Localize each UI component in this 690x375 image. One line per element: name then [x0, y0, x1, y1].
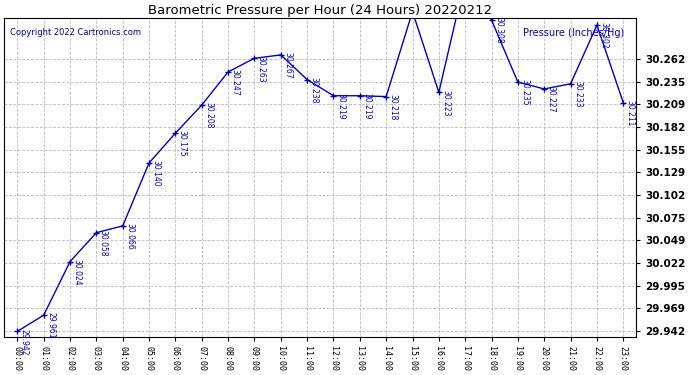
Text: 30.140: 30.140 — [152, 160, 161, 187]
Text: 30.302: 30.302 — [600, 22, 609, 49]
Text: 30.208: 30.208 — [204, 102, 213, 129]
Text: 30.223: 30.223 — [442, 90, 451, 116]
Text: 30.318: 30.318 — [0, 374, 1, 375]
Text: 30.218: 30.218 — [388, 94, 397, 120]
Text: Copyright 2022 Cartronics.com: Copyright 2022 Cartronics.com — [10, 28, 141, 37]
Title: Barometric Pressure per Hour (24 Hours) 20220212: Barometric Pressure per Hour (24 Hours) … — [148, 4, 493, 17]
Text: 30.263: 30.263 — [257, 56, 266, 82]
Text: 30.175: 30.175 — [178, 130, 187, 157]
Text: 30.066: 30.066 — [125, 223, 134, 250]
Text: 30.247: 30.247 — [230, 69, 239, 96]
Text: 30.219: 30.219 — [362, 93, 371, 120]
Text: 30.356: 30.356 — [0, 374, 1, 375]
Text: 30.267: 30.267 — [283, 52, 293, 79]
Text: 30.235: 30.235 — [520, 80, 529, 106]
Text: 29.961: 29.961 — [46, 312, 55, 339]
Text: 30.238: 30.238 — [310, 77, 319, 103]
Text: 30.024: 30.024 — [72, 259, 81, 285]
Text: 30.233: 30.233 — [573, 81, 582, 108]
Text: 30.308: 30.308 — [494, 17, 503, 44]
Text: 30.211: 30.211 — [626, 100, 635, 126]
Text: Pressure (Inches/Hg): Pressure (Inches/Hg) — [522, 28, 624, 38]
Text: 30.227: 30.227 — [546, 86, 555, 112]
Text: 30.058: 30.058 — [99, 230, 108, 256]
Text: 30.219: 30.219 — [336, 93, 345, 120]
Text: 29.942: 29.942 — [20, 328, 29, 355]
